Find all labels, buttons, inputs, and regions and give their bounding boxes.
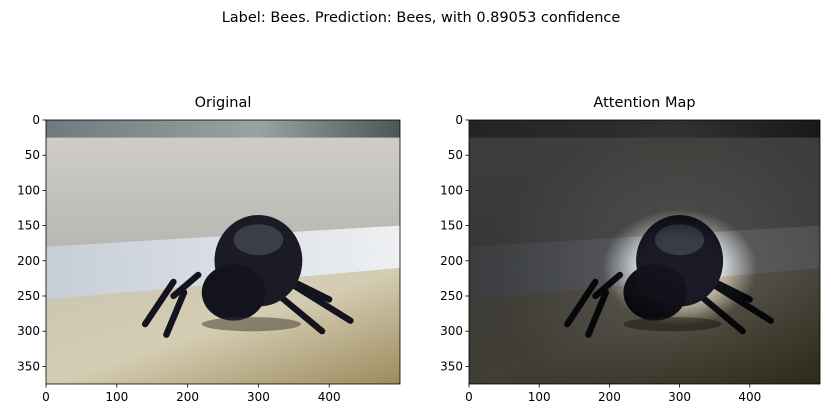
bee-leg: [163, 289, 188, 338]
x-tick-label: 400: [738, 390, 761, 404]
y-tick-label: 250: [17, 289, 40, 303]
x-tick-label: 200: [176, 390, 199, 404]
y-tick-label: 350: [440, 359, 463, 373]
attention-overlay: [469, 120, 820, 384]
y-tick-label: 150: [440, 219, 463, 233]
y-tick-label: 200: [17, 254, 40, 268]
bee-leg: [290, 282, 354, 324]
x-tick-label: 200: [598, 390, 621, 404]
axes-frame: [45, 119, 401, 385]
y-tick-label: 50: [25, 148, 40, 162]
image-content: [46, 120, 400, 384]
image: [469, 120, 820, 384]
image: [46, 120, 400, 384]
y-tick-label: 150: [17, 219, 40, 233]
bee-leg: [170, 271, 202, 300]
y-tick-label: 300: [17, 324, 40, 338]
bee-leg: [141, 278, 177, 328]
x-tick-label: 0: [42, 390, 50, 404]
y-tick-label: 250: [440, 289, 463, 303]
y-tick-label: 200: [440, 254, 463, 268]
window-frame: [46, 120, 400, 138]
y-tick-label: 350: [17, 359, 40, 373]
x-tick-label: 300: [668, 390, 691, 404]
bee-sheen: [233, 224, 284, 256]
x-tick-label: 300: [247, 390, 270, 404]
y-tick-label: 50: [448, 148, 463, 162]
y-tick-label: 0: [32, 113, 40, 127]
axes-title: Original: [195, 95, 252, 111]
x-tick-label: 0: [465, 390, 473, 404]
y-tick-label: 0: [455, 113, 463, 127]
bee-head: [201, 264, 266, 321]
x-tick-label: 400: [318, 390, 341, 404]
bee-shadow: [201, 317, 301, 332]
image-content: [469, 120, 820, 384]
bee-leg: [276, 292, 326, 335]
x-tick-label: 100: [528, 390, 551, 404]
x-tick-label: 100: [105, 390, 128, 404]
y-tick-label: 100: [17, 183, 40, 197]
suptitle: Label: Bees. Prediction: Bees, with 0.89…: [222, 10, 621, 26]
axes-title: Attention Map: [593, 95, 695, 111]
axes-frame: [468, 119, 821, 385]
y-tick-label: 300: [440, 324, 463, 338]
y-tick-label: 100: [440, 183, 463, 197]
